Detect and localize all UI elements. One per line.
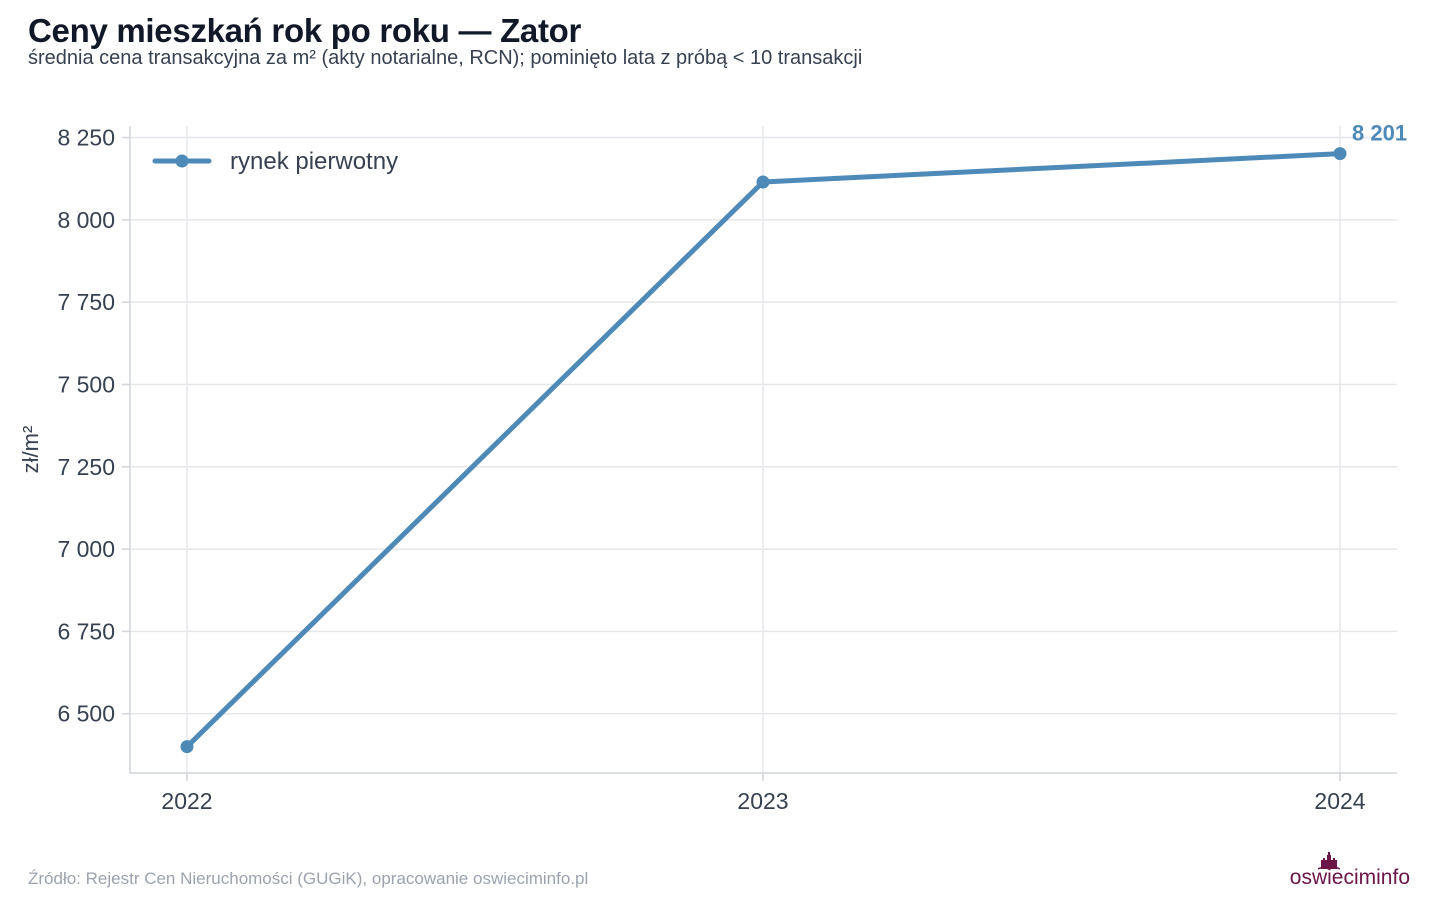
y-tick-label: 7 000 <box>57 536 115 562</box>
legend-label: rynek pierwotny <box>230 148 398 175</box>
logo-part-info: info <box>1376 866 1410 889</box>
y-tick-label: 8 000 <box>57 207 115 233</box>
x-tick-label: 2022 <box>161 788 212 814</box>
data-point <box>180 740 194 754</box>
axes <box>122 126 1397 781</box>
publisher-logo[interactable]: oswieciminfo <box>1270 852 1410 892</box>
source-note: Źródło: Rejestr Cen Nieruchomości (GUGiK… <box>28 869 589 888</box>
y-tick-labels: 6 500 6 750 7 000 7 250 7 500 7 750 8 000 8 250 <box>57 125 115 727</box>
y-tick-label: 7 500 <box>57 371 115 397</box>
data-point <box>1333 147 1347 161</box>
y-axis-title: zł/m² <box>18 426 43 474</box>
series-layer: 8 201 <box>180 121 1407 754</box>
chart-title: Ceny mieszkań rok po roku — Zator <box>28 12 582 49</box>
x-tick-label: 2024 <box>1314 788 1365 814</box>
y-tick-label: 7 750 <box>57 289 115 315</box>
data-point <box>756 175 770 189</box>
y-tick-label: 7 250 <box>57 454 115 480</box>
legend: rynek pierwotny <box>152 148 398 175</box>
logo-part-oswiecim: oswiecim <box>1289 866 1377 889</box>
x-tick-label: 2023 <box>737 788 788 814</box>
x-tick-labels: 2022 2023 2024 <box>161 788 1365 814</box>
castle-icon <box>1318 852 1340 870</box>
end-value-label: 8 201 <box>1352 121 1407 146</box>
logo-wordmark: oswieciminfo <box>1290 866 1410 890</box>
y-tick-label: 6 500 <box>57 701 115 727</box>
chart-subtitle: średnia cena transakcyjna za m² (akty no… <box>28 47 863 69</box>
y-tick-label: 6 750 <box>57 618 115 644</box>
y-tick-label: 8 250 <box>57 125 115 151</box>
legend-marker <box>175 154 189 168</box>
grid-lines <box>130 126 1397 773</box>
